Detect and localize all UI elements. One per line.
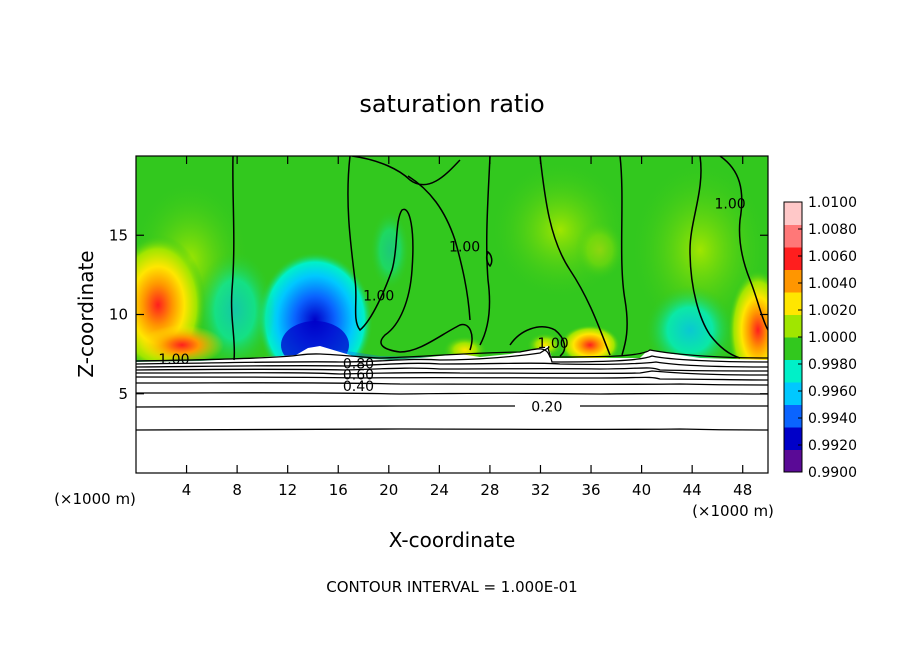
colorbar-label: 0.9980 xyxy=(808,357,857,373)
contour-label: 0.80 xyxy=(343,357,374,373)
unsaturated-layer xyxy=(136,346,768,473)
colorbar-swatch xyxy=(784,269,802,293)
colorbar-label: 1.0020 xyxy=(808,303,857,319)
x-tick-label: 4 xyxy=(182,481,192,499)
colorbar-swatch xyxy=(784,202,802,225)
contour-label: 1.00 xyxy=(363,288,394,304)
contour-label: 0.60 xyxy=(343,368,374,384)
colorbar-label: 1.0100 xyxy=(808,195,857,211)
contour-label: 1.00 xyxy=(714,197,745,213)
colorbar-swatch xyxy=(784,224,802,248)
cyan-region xyxy=(370,210,410,290)
x-tick-label: 32 xyxy=(531,481,550,499)
y-axis-label: Z-coordinate xyxy=(74,250,98,377)
red-band xyxy=(140,325,224,365)
contour-interval-note: CONTOUR INTERVAL = 1.000E-01 xyxy=(326,578,577,596)
contour-label: 0.20 xyxy=(531,399,562,415)
colorbar-swatch xyxy=(784,314,802,338)
x-tick-label: 12 xyxy=(278,481,297,499)
colorbar-swatch xyxy=(784,404,802,428)
colorbar-swatch xyxy=(784,382,802,405)
contour-label: 1.00 xyxy=(538,336,569,352)
y-tick-label: 15 xyxy=(109,226,128,244)
colorbar-label: 1.0000 xyxy=(808,330,857,346)
contour-label: 0.40 xyxy=(343,379,374,395)
x-unit-right: (×1000 m) xyxy=(692,502,774,520)
x-tick-label: 16 xyxy=(329,481,348,499)
warm-region xyxy=(560,325,620,365)
colorbar-swatch xyxy=(784,247,802,270)
unity-contours xyxy=(230,156,768,361)
x-tick-label: 20 xyxy=(379,481,398,499)
colorbar-swatch xyxy=(784,337,802,360)
colorbar-label: 1.0060 xyxy=(808,249,857,265)
y-tick-label: 10 xyxy=(109,306,128,324)
colorbar-swatch xyxy=(784,359,802,383)
colorbar-label: 0.9920 xyxy=(808,438,857,454)
colorbar-label: 0.9900 xyxy=(808,465,857,481)
colorbar-label: 1.0040 xyxy=(808,276,857,292)
x-tick-label: 28 xyxy=(480,481,499,499)
y-axis-ticks: 5 10 15 xyxy=(109,226,768,403)
x-tick-label: 8 xyxy=(232,481,242,499)
colorbar-label: 0.9960 xyxy=(808,384,857,400)
contour-field xyxy=(136,156,768,473)
yellow-region xyxy=(575,220,625,280)
x-tick-label: 24 xyxy=(430,481,449,499)
y-tick-label: 5 xyxy=(118,385,128,403)
colorbar-swatch xyxy=(784,292,802,315)
x-tick-label: 36 xyxy=(581,481,600,499)
colorbar xyxy=(783,201,803,473)
x-tick-label: 44 xyxy=(683,481,702,499)
colorbar-label: 1.0080 xyxy=(808,222,857,238)
colorbar-swatch xyxy=(784,427,802,450)
contour-labels: 1.00 1.00 1.00 1.00 1.00 0.800.600.40 0.20 xyxy=(158,197,745,416)
x-unit-left: (×1000 m) xyxy=(54,490,136,508)
colorbar-labels: 0.9900 0.9920 0.9940 0.9960 0.9980 1.0000 1.00… xyxy=(798,195,857,481)
colorbar-swatch xyxy=(784,449,802,473)
x-tick-label: 40 xyxy=(632,481,651,499)
contour-label: 1.00 xyxy=(158,352,189,368)
layered-contours xyxy=(136,346,768,431)
colorbar-label: 0.9940 xyxy=(808,411,857,427)
x-tick-label: 48 xyxy=(733,481,752,499)
x-axis-label: X-coordinate xyxy=(389,528,516,552)
chart-title: saturation ratio xyxy=(359,90,544,118)
x-axis-ticks: 4 8 12 16 20 24 28 32 36 40 44 48 xyxy=(182,156,752,499)
contour-label: 1.00 xyxy=(449,239,480,255)
